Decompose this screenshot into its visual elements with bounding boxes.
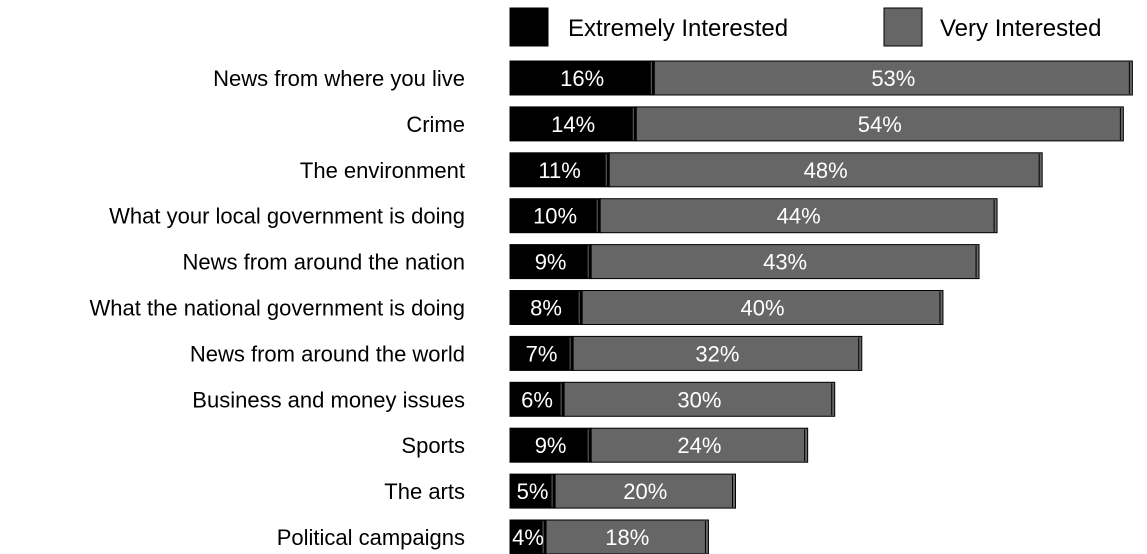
bar-segment-extremely bbox=[509, 60, 655, 96]
category-label: The arts bbox=[384, 479, 465, 504]
data-label: 24% bbox=[677, 433, 721, 458]
category-label: Political campaigns bbox=[277, 525, 465, 550]
data-label: 4% bbox=[512, 525, 544, 550]
bar-segment-very bbox=[599, 198, 998, 234]
data-label: 6% bbox=[521, 387, 553, 412]
category-label: News from around the nation bbox=[183, 250, 466, 275]
data-label: 54% bbox=[858, 112, 902, 137]
data-label: 30% bbox=[677, 387, 721, 412]
legend-swatch-very-interested bbox=[883, 7, 923, 47]
category-label: What the national government is doing bbox=[90, 296, 465, 321]
bar-segment-very bbox=[653, 60, 1133, 96]
bar-segment-extremely bbox=[509, 290, 583, 325]
legend-label-extremely-interested: Extremely Interested bbox=[568, 15, 788, 42]
bar-segment-very bbox=[608, 152, 1043, 188]
category-label: Crime bbox=[406, 112, 465, 137]
data-label: 14% bbox=[551, 112, 595, 137]
bar-segment-very bbox=[554, 473, 736, 509]
category-label: What your local government is doing bbox=[109, 204, 465, 229]
data-label: 40% bbox=[741, 296, 785, 321]
data-label: 43% bbox=[763, 250, 807, 275]
bar-segment-extremely bbox=[509, 519, 547, 554]
plot-area: News from where you live 16% 53% Crime 14% 54… bbox=[90, 60, 1133, 554]
bar-segment-very bbox=[545, 519, 709, 554]
data-label: 9% bbox=[535, 433, 567, 458]
bar-segment-very bbox=[590, 427, 809, 463]
bar-segment-very bbox=[563, 381, 836, 417]
data-label: 16% bbox=[560, 66, 604, 91]
bar-segment-extremely bbox=[509, 473, 556, 509]
category-label: News from where you live bbox=[213, 66, 465, 91]
data-label: 18% bbox=[605, 525, 649, 550]
data-label: 11% bbox=[538, 158, 580, 183]
bar-segment-very bbox=[581, 290, 944, 325]
bar-segment-extremely bbox=[509, 244, 592, 280]
bar-segment-extremely bbox=[509, 381, 565, 417]
data-label: 10% bbox=[533, 204, 577, 229]
data-label: 8% bbox=[530, 296, 562, 321]
data-label: 9% bbox=[535, 250, 567, 275]
category-label: The environment bbox=[300, 158, 465, 183]
data-label: 48% bbox=[804, 158, 848, 183]
bar-segment-extremely bbox=[509, 106, 637, 142]
bar-segment-extremely bbox=[509, 198, 601, 234]
data-label: 44% bbox=[777, 204, 821, 229]
data-label: 32% bbox=[695, 341, 739, 366]
data-label: 20% bbox=[623, 479, 667, 504]
bar-segment-very bbox=[635, 106, 1124, 142]
data-label: 5% bbox=[517, 479, 549, 504]
category-label: Business and money issues bbox=[192, 387, 465, 412]
bar-segment-very bbox=[572, 335, 863, 371]
bar-segment-extremely bbox=[509, 335, 574, 371]
data-label: 7% bbox=[526, 341, 558, 366]
legend-swatch-extremely-interested bbox=[509, 7, 549, 47]
category-label: News from around the world bbox=[190, 341, 465, 366]
bar-segment-very bbox=[590, 244, 980, 280]
legend: Extremely Interested Very Interested bbox=[509, 7, 1101, 47]
category-label: Sports bbox=[401, 433, 465, 458]
data-label: 53% bbox=[871, 66, 915, 91]
legend-label-very-interested: Very Interested bbox=[940, 15, 1101, 42]
